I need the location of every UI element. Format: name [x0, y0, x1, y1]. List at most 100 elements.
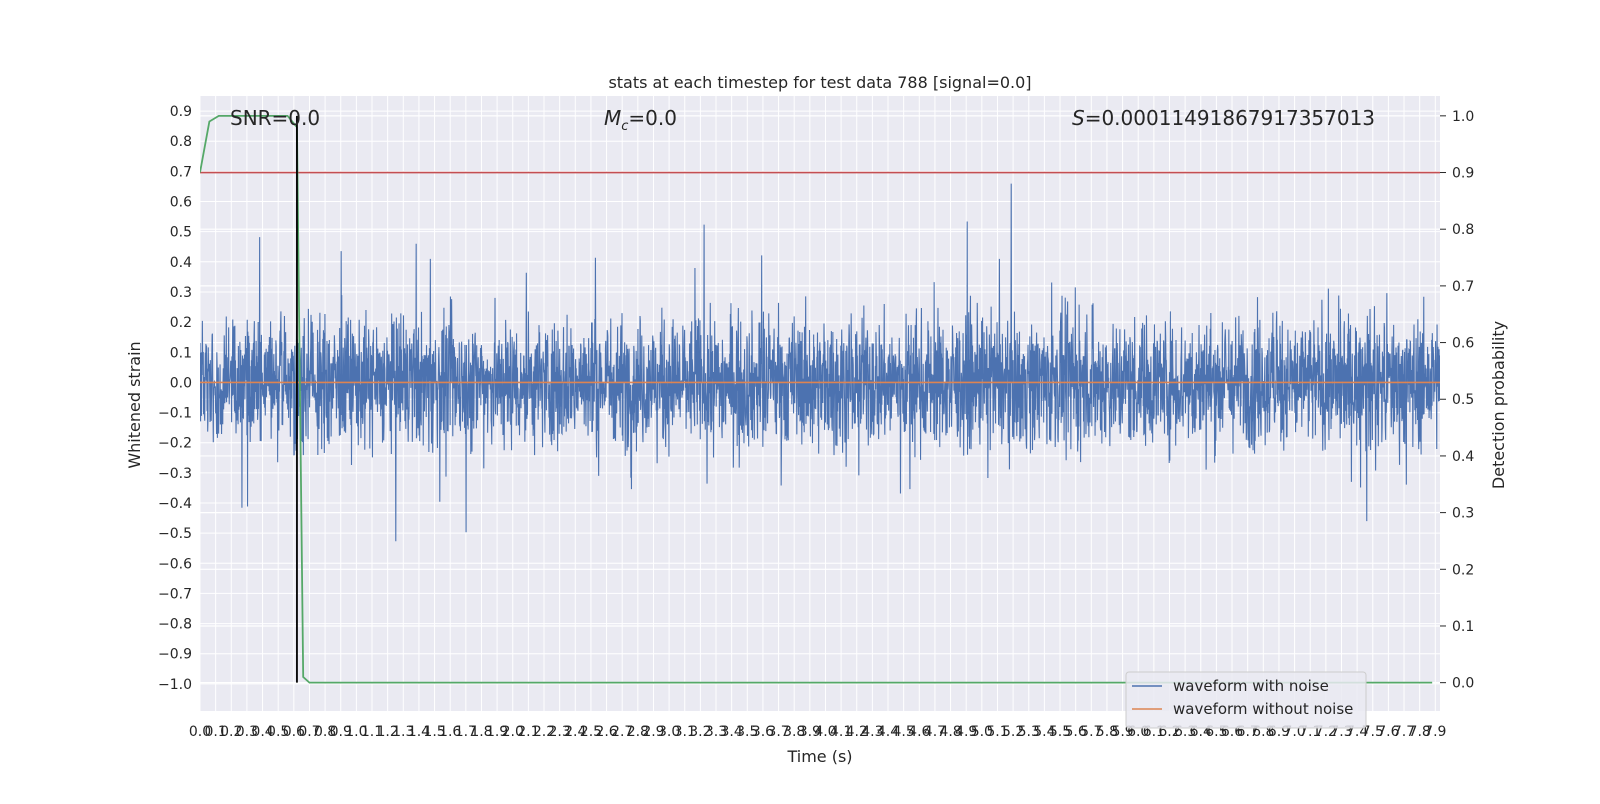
x-tick-label: 7.9	[1424, 724, 1446, 740]
x-tick-label: 2.0	[502, 724, 524, 740]
x-tick-label: 4.6	[908, 724, 930, 740]
x-tick-label: 2.8	[627, 724, 649, 740]
x-tick-label: 4.5	[893, 724, 915, 740]
x-tick-label: 2.1	[517, 724, 539, 740]
series-detection-probability	[200, 114, 1433, 684]
x-tick-label: 7.5	[1362, 724, 1384, 740]
x-tick-label: 1.4	[408, 724, 430, 740]
y-left-tick-label: −0.3	[158, 466, 192, 482]
y-left-tick-label: 0.3	[170, 285, 192, 301]
x-tick-label: 3.2	[689, 724, 711, 740]
x-tick-label: 3.3	[705, 724, 727, 740]
x-tick-label: 1.1	[361, 724, 383, 740]
x-tick-labels: 0.00.10.20.30.40.50.60.70.80.91.01.11.21…	[189, 724, 1447, 740]
x-tick-label: 3.9	[799, 724, 821, 740]
x-tick-label: 3.1	[674, 724, 696, 740]
x-tick-label: 0.1	[205, 724, 227, 740]
x-tick-label: 2.3	[549, 724, 571, 740]
legend-label-clean: waveform without noise	[1173, 700, 1353, 718]
y-right-tick-label: 0.2	[1452, 562, 1474, 578]
y-right-axis-label: Detection probability	[1489, 321, 1508, 489]
x-tick-label: 1.8	[470, 724, 492, 740]
mc-annotation: Mc=0.0	[604, 106, 677, 134]
legend: waveform with noise waveform without noi…	[1125, 671, 1367, 729]
x-tick-label: 1.3	[392, 724, 414, 740]
x-tick-label: 2.5	[580, 724, 602, 740]
x-tick-label: 4.3	[861, 724, 883, 740]
y-left-tick-labels: 0.9 0.8 0.7 0.6 0.5 0.4 0.3 0.2 0.1 0.0 −0.1 −0.2 −0…	[158, 104, 192, 693]
chart-title: stats at each timestep for test data 788…	[608, 73, 1031, 92]
x-tick-label: 5.6	[1065, 724, 1087, 740]
x-tick-label: 2.7	[611, 724, 633, 740]
x-tick-label: 2.6	[595, 724, 617, 740]
x-tick-label: 4.8	[939, 724, 961, 740]
x-tick-label: 4.9	[955, 724, 977, 740]
y-left-tick-label: 0.9	[170, 104, 192, 120]
x-tick-label: 0.8	[314, 724, 336, 740]
y-left-tick-label: −0.8	[158, 617, 192, 633]
x-tick-label: 1.2	[377, 724, 399, 740]
x-tick-label: 1.6	[439, 724, 461, 740]
x-tick-label: 5.5	[1049, 724, 1071, 740]
x-tick-label: 2.4	[564, 724, 586, 740]
x-tick-label: 7.6	[1377, 724, 1399, 740]
x-tick-label: 5.4	[1033, 724, 1055, 740]
y-right-tick-label: 0.4	[1452, 449, 1474, 465]
mc-subscript: c	[621, 119, 628, 134]
x-tick-label: 3.0	[658, 724, 680, 740]
legend-label-noise: waveform with noise	[1173, 677, 1329, 695]
s-annotation: S=0.00011491867917357013	[1072, 106, 1375, 130]
y-left-tick-label: 0.0	[170, 375, 192, 391]
x-tick-label: 0.9	[330, 724, 352, 740]
y-right-tick-label: 0.6	[1452, 336, 1474, 352]
x-tick-label: 0.3	[236, 724, 258, 740]
x-tick-label: 0.6	[283, 724, 305, 740]
x-tick-label: 3.6	[752, 724, 774, 740]
y-left-tick-label: −0.9	[158, 647, 192, 663]
x-tick-label: 0.0	[189, 724, 211, 740]
y-left-tick-label: 0.5	[170, 225, 192, 241]
x-tick-label: 7.8	[1409, 724, 1431, 740]
y-left-tick-label: −0.5	[158, 526, 192, 542]
x-tick-label: 0.5	[267, 724, 289, 740]
x-tick-label: 2.2	[533, 724, 555, 740]
legend-box	[1125, 671, 1367, 729]
y-left-tick-label: 0.6	[170, 195, 192, 211]
y-right-tick-label: 0.0	[1452, 676, 1474, 692]
y-right-tick-label: 0.9	[1452, 166, 1474, 182]
y-right-tick-label: 1.0	[1452, 109, 1474, 125]
y-right-tick-label: 0.1	[1452, 619, 1474, 635]
y-left-tick-label: 0.1	[170, 345, 192, 361]
y-left-tick-label: 0.8	[170, 134, 192, 150]
x-tick-label: 1.5	[423, 724, 445, 740]
x-tick-label: 4.1	[830, 724, 852, 740]
x-tick-label: 5.3	[1018, 724, 1040, 740]
y-right-tick-label: 0.5	[1452, 392, 1474, 408]
x-tick-label: 3.4	[721, 724, 743, 740]
y-left-tick-label: −1.0	[158, 677, 192, 693]
x-tick-label: 3.7	[767, 724, 789, 740]
x-tick-label: 1.0	[345, 724, 367, 740]
y-left-tick-label: −0.7	[158, 586, 192, 602]
x-tick-label: 4.7	[924, 724, 946, 740]
x-tick-label: 3.5	[736, 724, 758, 740]
mc-value: =0.0	[628, 106, 677, 130]
x-tick-label: 4.4	[877, 724, 899, 740]
y-left-tick-label: 0.2	[170, 315, 192, 331]
y-left-tick-label: 0.4	[170, 255, 192, 271]
y-left-tick-label: −0.4	[158, 496, 192, 512]
x-tick-label: 5.8	[1096, 724, 1118, 740]
y-right-tick-labels: 1.0 0.9 0.8 0.7 0.6 0.5 0.4 0.3 0.2 0.1 0.0	[1440, 109, 1474, 692]
snr-annotation: SNR=0.0	[230, 106, 320, 130]
y-left-tick-label: −0.2	[158, 436, 192, 452]
x-tick-label: 5.0	[971, 724, 993, 740]
x-tick-label: 5.2	[1002, 724, 1024, 740]
y-right-tick-label: 0.7	[1452, 279, 1474, 295]
x-tick-label: 0.7	[298, 724, 320, 740]
x-tick-label: 5.7	[1080, 724, 1102, 740]
x-tick-label: 4.2	[846, 724, 868, 740]
y-left-tick-label: −0.1	[158, 406, 192, 422]
x-tick-label: 5.1	[986, 724, 1008, 740]
